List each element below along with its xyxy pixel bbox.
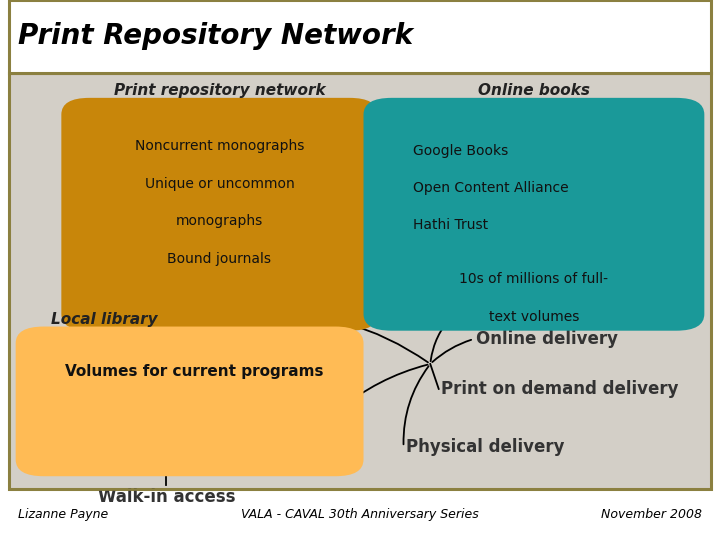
Text: Lizanne Payne: Lizanne Payne xyxy=(18,508,108,521)
Text: Walk-in access: Walk-in access xyxy=(97,488,235,506)
Text: monographs: monographs xyxy=(176,214,263,228)
Text: Open Content Alliance: Open Content Alliance xyxy=(413,181,568,195)
Text: Online delivery: Online delivery xyxy=(476,330,618,348)
Text: Online books: Online books xyxy=(478,83,590,98)
Text: text volumes: text volumes xyxy=(489,310,579,324)
Text: Hathi Trust: Hathi Trust xyxy=(413,218,488,232)
Text: Google Books: Google Books xyxy=(413,144,508,158)
FancyBboxPatch shape xyxy=(16,327,364,476)
Text: Physical delivery: Physical delivery xyxy=(405,438,564,456)
Text: 10s of millions of full-: 10s of millions of full- xyxy=(459,273,608,287)
FancyBboxPatch shape xyxy=(364,98,704,330)
Text: November 2008: November 2008 xyxy=(601,508,702,521)
Text: Local library: Local library xyxy=(51,312,158,327)
Text: Noncurrent monographs: Noncurrent monographs xyxy=(135,139,304,153)
Text: Print Repository Network: Print Repository Network xyxy=(18,23,413,50)
Text: Unique or uncommon: Unique or uncommon xyxy=(145,177,294,191)
Text: VALA - CAVAL 30th Anniversary Series: VALA - CAVAL 30th Anniversary Series xyxy=(241,508,479,521)
Text: Volumes for current programs: Volumes for current programs xyxy=(65,364,323,379)
Text: Bound journals: Bound journals xyxy=(168,252,271,266)
Text: Print repository network: Print repository network xyxy=(114,83,325,98)
Text: Print on demand delivery: Print on demand delivery xyxy=(441,380,678,398)
FancyBboxPatch shape xyxy=(61,98,377,330)
